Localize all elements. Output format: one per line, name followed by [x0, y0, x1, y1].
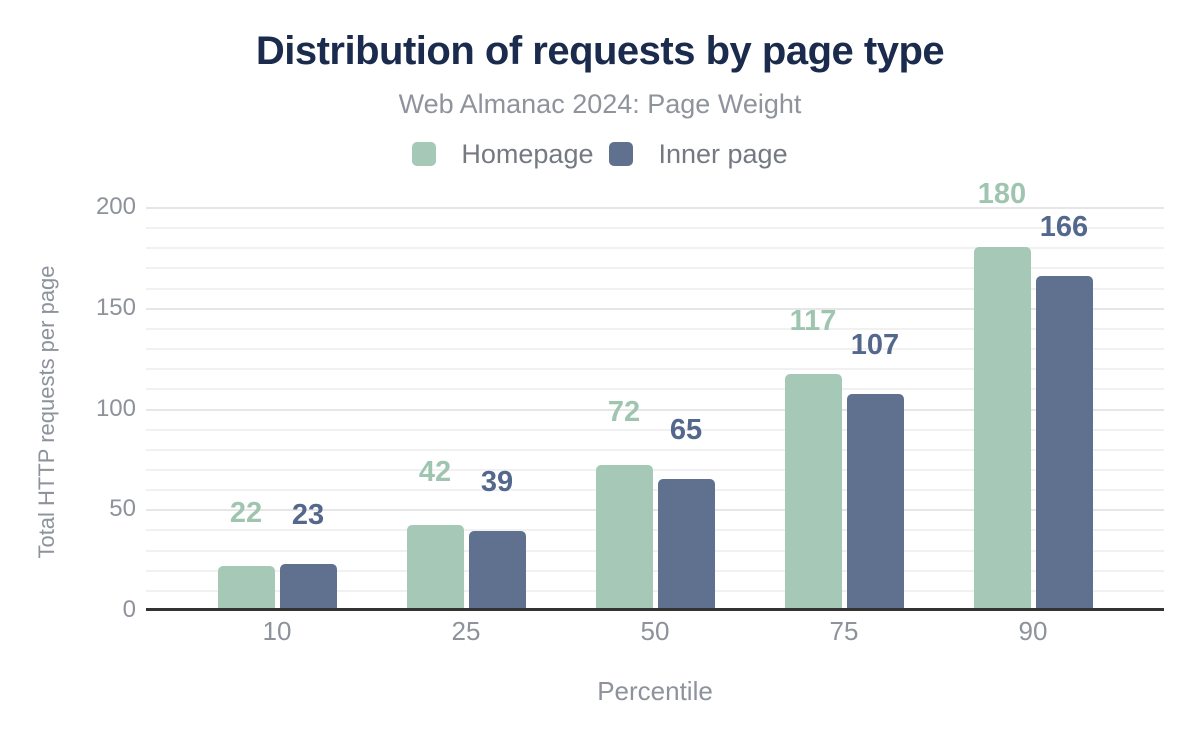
gridline-minor: [146, 288, 1164, 290]
bar-homepage-p25: [407, 525, 464, 610]
gridline-minor: [146, 429, 1164, 431]
bar-homepage-p50: [596, 465, 653, 610]
gridline-minor: [146, 570, 1164, 572]
gridline-major: [146, 409, 1164, 411]
legend-label: Inner page: [658, 138, 788, 169]
bar-homepage-p90: [974, 247, 1031, 610]
legend: Homepage Inner page: [0, 138, 1200, 170]
legend-item-homepage: Homepage: [412, 139, 593, 170]
gridline-minor: [146, 489, 1164, 491]
y-tick-label: 200: [95, 193, 136, 220]
x-tick-label: 75: [829, 616, 859, 646]
bar-homepage-p75: [785, 374, 842, 610]
bar-inner-page-p75: [847, 394, 904, 610]
gridline-major: [146, 207, 1164, 209]
bar-value-label: 180: [977, 178, 1027, 210]
y-tick-label: 100: [95, 395, 136, 422]
bar-value-label: 39: [480, 466, 514, 498]
y-tick-label: 50: [109, 495, 136, 522]
bar-value-label: 23: [291, 499, 325, 531]
x-tick-label: 25: [451, 616, 481, 646]
gridline-minor: [146, 328, 1164, 330]
gridline-minor: [146, 267, 1164, 269]
bar-value-label: 117: [789, 305, 837, 337]
gridline-minor: [146, 368, 1164, 370]
bar-inner-page-p90: [1036, 276, 1093, 610]
gridline-minor: [146, 227, 1164, 229]
legend-swatch-icon: [412, 142, 437, 166]
x-axis-line: [146, 608, 1164, 611]
gridline-major: [146, 308, 1164, 310]
x-tick-label: 10: [262, 616, 292, 646]
gridline-minor: [146, 247, 1164, 249]
legend-label: Homepage: [461, 138, 594, 169]
bar-value-label: 72: [607, 396, 641, 428]
chart-subtitle: Web Almanac 2024: Page Weight: [398, 89, 802, 119]
y-tick-label: 0: [122, 596, 136, 623]
bar-value-label: 107: [850, 329, 900, 361]
bar-value-label: 166: [1039, 211, 1089, 243]
gridline-major: [146, 509, 1164, 511]
legend-item-inner-page: Inner page: [609, 138, 788, 170]
gridline-minor: [146, 469, 1164, 471]
x-axis-title: Percentile: [597, 676, 713, 706]
legend-swatch-icon: [609, 142, 634, 166]
y-tick-label: 150: [95, 294, 136, 321]
x-tick-label: 50: [640, 616, 670, 646]
x-tick-label: 90: [1018, 616, 1048, 646]
gridline-minor: [146, 550, 1164, 552]
chart-title: Distribution of requests by page type: [255, 29, 945, 73]
gridline-minor: [146, 590, 1164, 592]
bar-value-label: 22: [229, 497, 263, 529]
bar-value-label: 42: [418, 456, 452, 488]
bar-value-label: 65: [669, 414, 703, 446]
bar-inner-page-p50: [658, 479, 715, 610]
gridline-minor: [146, 529, 1164, 531]
gridline-minor: [146, 449, 1164, 451]
bar-inner-page-p25: [469, 531, 526, 610]
gridline-minor: [146, 388, 1164, 390]
bar-inner-page-p10: [280, 564, 337, 610]
gridline-minor: [146, 348, 1164, 350]
bar-homepage-p10: [218, 566, 275, 610]
